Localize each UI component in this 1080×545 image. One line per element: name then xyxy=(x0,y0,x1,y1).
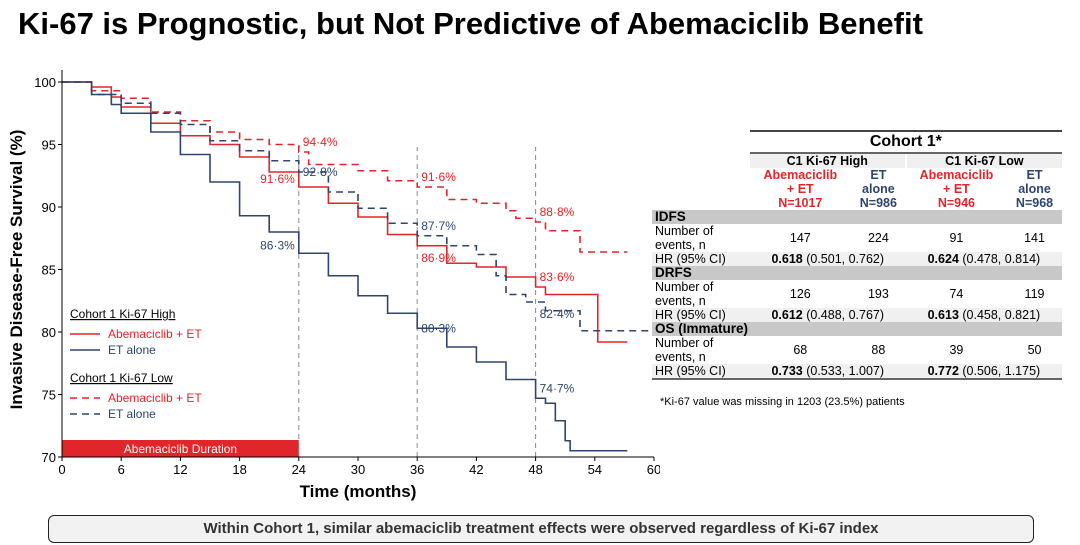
y-tick-label: 80 xyxy=(42,325,56,340)
x-tick-label: 42 xyxy=(469,462,483,477)
x-tick-label: 48 xyxy=(528,462,542,477)
x-tick-label: 12 xyxy=(173,462,187,477)
results-table: Cohort 1* C1 Ki-67 High C1 Ki-67 Low Abem… xyxy=(652,130,1062,380)
legend-item: Abemaciclib + ET xyxy=(108,391,202,405)
arm-header: ET alone N=968 xyxy=(1015,168,1054,210)
annotation-label: 86·3% xyxy=(260,238,295,252)
section-header: DRFS xyxy=(652,266,1062,280)
annotation-label: 91·6% xyxy=(260,172,295,186)
y-tick-label: 85 xyxy=(42,263,56,278)
duration-label: Abemaciclib Duration xyxy=(124,442,237,456)
y-tick-label: 90 xyxy=(42,200,56,215)
x-tick-label: 0 xyxy=(58,462,65,477)
y-axis-label: Invasive Disease-Free Survival (%) xyxy=(7,130,26,410)
legend-item: ET alone xyxy=(108,407,156,421)
annotation-label: 82·4% xyxy=(540,307,575,321)
annotation-label: 92·8% xyxy=(303,165,338,179)
annotation-label: 74·7% xyxy=(540,381,575,395)
group-header: C1 Ki-67 High xyxy=(749,153,907,168)
footnote: *Ki-67 value was missing in 1203 (23.5%)… xyxy=(660,396,905,408)
x-tick-label: 30 xyxy=(351,462,365,477)
series-line xyxy=(62,81,654,332)
duration-bar xyxy=(62,440,299,457)
series-line xyxy=(62,81,628,452)
legend-title: Cohort 1 Ki-67 Low xyxy=(70,371,173,385)
arm-header: Abemaciclib + ET N=946 xyxy=(919,168,994,210)
series-line xyxy=(62,81,628,253)
y-tick-label: 70 xyxy=(42,450,56,465)
summary-banner: Within Cohort 1, similar abemaciclib tre… xyxy=(48,515,1034,543)
arm-header: ET alone N=986 xyxy=(859,168,897,210)
slide-title: Ki-67 is Prognostic, but Not Predictive … xyxy=(18,6,923,41)
legend-item: ET alone xyxy=(108,343,156,357)
x-tick-label: 18 xyxy=(232,462,246,477)
table-row: HR (95% CI) 0.612 (0.488, 0.767) 0.613 (0.… xyxy=(652,308,1062,322)
legend-title: Cohort 1 Ki-67 High xyxy=(70,307,175,321)
annotation-label: 88·8% xyxy=(540,205,575,219)
legend-item: Abemaciclib + ET xyxy=(108,327,202,341)
x-tick-label: 6 xyxy=(118,462,125,477)
series-line xyxy=(62,81,628,343)
arm-header: Abemaciclib + ET N=1017 xyxy=(763,168,838,210)
y-tick-label: 75 xyxy=(42,388,56,403)
table-title: Cohort 1* xyxy=(749,130,1062,154)
annotation-label: 80·3% xyxy=(421,321,456,335)
annotation-label: 87·7% xyxy=(421,219,456,233)
group-header: C1 Ki-67 Low xyxy=(905,153,1062,168)
x-axis-label: Time (months) xyxy=(300,482,417,501)
table-row: HR (95% CI) 0.618 (0.501, 0.762) 0.624 (0.… xyxy=(652,252,1062,266)
annotation-label: 94·4% xyxy=(303,135,338,149)
section-header: OS (Immature) xyxy=(652,322,1062,336)
km-chart: Abemaciclib Duration 0 6 12 18 24 30 36 42 48 54 60… xyxy=(7,70,660,501)
table-row: Number of events, n 68 88 39 50 xyxy=(655,336,1042,364)
y-tick-label: 100 xyxy=(34,75,56,90)
table-row: HR (95% CI) 0.733 (0.533, 1.007) 0.772 (0.… xyxy=(652,364,1062,378)
x-tick-label: 54 xyxy=(588,462,602,477)
x-tick-label: 60 xyxy=(647,462,660,477)
annotation-label: 91·6% xyxy=(421,170,456,184)
table-row: Number of events, n 147 224 91 141 xyxy=(655,224,1045,252)
annotation-label: 83·6% xyxy=(540,270,575,284)
x-tick-label: 36 xyxy=(410,462,424,477)
y-tick-label: 95 xyxy=(42,138,56,153)
annotation-label: 86·9% xyxy=(421,251,456,265)
section-header: IDFS xyxy=(652,210,1062,224)
table-row: Number of events, n 126 193 74 119 xyxy=(655,280,1045,308)
x-tick-label: 24 xyxy=(292,462,306,477)
